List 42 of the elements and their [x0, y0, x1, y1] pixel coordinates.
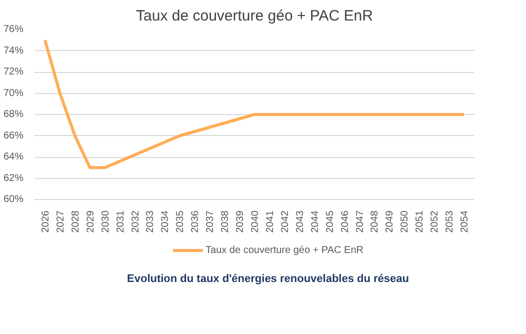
x-tick-label: 2036: [190, 210, 202, 233]
x-tick-label: 2030: [100, 210, 112, 233]
y-tick-label: 64%: [3, 152, 24, 162]
legend-label: Taux de couverture géo + PAC EnR: [206, 245, 364, 256]
x-tick-label: 2051: [414, 210, 426, 233]
x-tick-label: 2047: [354, 210, 366, 233]
x-tick-label: 2038: [220, 210, 232, 233]
x-tick-label: 2033: [145, 210, 156, 233]
chart-title: Taux de couverture géo + PAC EnR: [136, 8, 374, 24]
x-tick-label: 2026: [40, 210, 52, 233]
line-series: [43, 38, 466, 170]
x-tick-label: 2052: [430, 210, 441, 233]
x-tick-label: 2046: [340, 210, 351, 233]
y-tick-label: 66%: [3, 130, 24, 142]
y-tick-label: 70%: [3, 88, 24, 99]
x-tick-label: 2035: [175, 210, 186, 233]
text: Evolution du taux d'énergies renouvelables du réseau: [127, 272, 409, 288]
x-tick-label: 2029: [85, 210, 96, 233]
x-tick-label: 2027: [55, 210, 66, 233]
x-tick-label: 2050: [400, 210, 411, 233]
y-tick-label: 74%: [3, 45, 24, 56]
x-tick-label: 2041: [264, 210, 276, 233]
x-tick-label: 2040: [250, 210, 261, 233]
x-tick-label: 2034: [160, 210, 172, 233]
y-tick-label: 62%: [3, 172, 24, 184]
x-tick-label: 2039: [235, 210, 246, 233]
x-tick-label: 2048: [370, 210, 381, 233]
x-tick-label: 2045: [324, 210, 336, 233]
x-tick-label: 2044: [310, 210, 321, 233]
y-tick-label: 76%: [3, 24, 24, 35]
x-tick-label: 2054: [460, 210, 471, 233]
y-tick-label: 72%: [3, 66, 24, 78]
x-tick-label: 2037: [205, 210, 216, 233]
y-tick-label: 68%: [3, 109, 24, 120]
x-tick-label: 2053: [444, 210, 456, 233]
x-tick-label: 2043: [294, 210, 306, 233]
x-tick-label: 2031: [115, 210, 126, 233]
x-tick-label: 2028: [70, 210, 82, 233]
x-tick-label: 2032: [130, 210, 142, 233]
x-tick-label: 2042: [280, 210, 291, 233]
x-tick-label: 2049: [384, 210, 396, 233]
y-tick-label: 60%: [3, 194, 24, 205]
